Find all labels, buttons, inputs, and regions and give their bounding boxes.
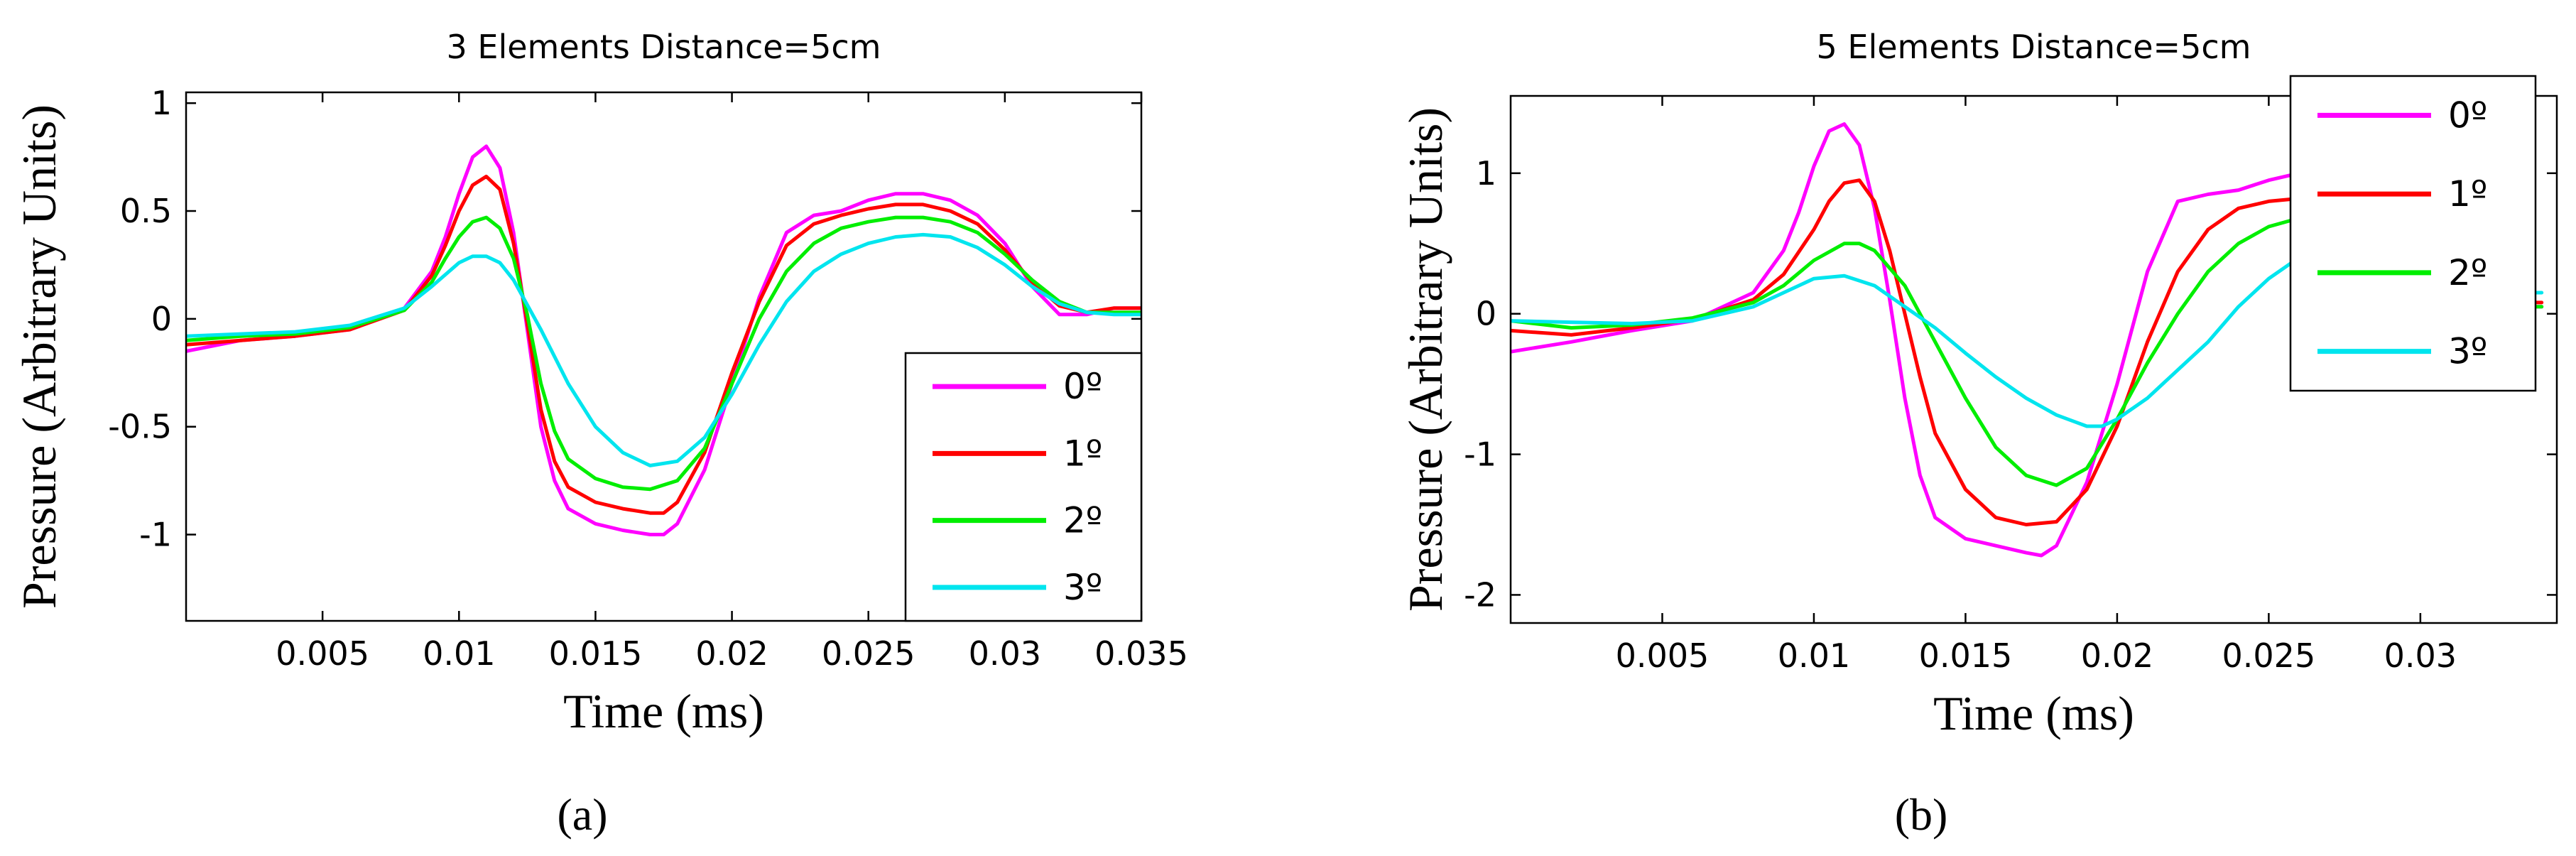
x-tick-label: 0.025 <box>2222 636 2316 675</box>
x-tick-label: 0.02 <box>2081 636 2153 675</box>
y-tick-label: -1 <box>139 516 172 554</box>
x-tick-label: 0.01 <box>1778 636 1850 675</box>
x-tick-label: 0.025 <box>822 634 915 673</box>
x-tick-label: 0.015 <box>549 634 643 673</box>
x-tick-label: 0.005 <box>1616 636 1710 675</box>
y-tick-label: -2 <box>1464 575 1496 614</box>
chart-panel-a: 0.005 0.01 0.015 0.02 0.025 0.03 0.035 1 0.5 0 -0.… <box>12 28 1188 840</box>
x-tick-label: 0.03 <box>2384 636 2457 675</box>
x-tick-label: 0.005 <box>276 634 369 673</box>
x-tick-label: 0.03 <box>969 634 1041 673</box>
chart-panel-b: 0.005 0.01 0.015 0.02 0.025 0.03 1 0 -1 -2 5 Eleme… <box>1398 28 2557 840</box>
legend-label-1: 1º <box>1063 433 1102 474</box>
x-axis-label: Time (ms) <box>1933 686 2134 740</box>
x-tick-label: 0.015 <box>1919 636 2013 675</box>
y-tick-label: 1 <box>1476 154 1496 193</box>
legend-label-2: 2º <box>1063 500 1102 541</box>
x-tick-label: 0.035 <box>1094 634 1188 673</box>
y-axis-label: Pressure (Arbitrary Units) <box>12 104 66 609</box>
y-tick-label: 0 <box>151 300 172 338</box>
legend-label-1: 1º <box>2448 173 2487 215</box>
x-axis-label: Time (ms) <box>563 684 764 738</box>
x-tick-label: 0.01 <box>423 634 495 673</box>
y-tick-label: 0 <box>1476 295 1496 333</box>
y-axis-label: Pressure (Arbitrary Units) <box>1398 107 1452 612</box>
legend-box <box>906 353 1141 621</box>
legend-box <box>2290 76 2536 391</box>
y-tick-label: -0.5 <box>108 408 172 446</box>
y-tick-label: 0.5 <box>120 192 172 230</box>
x-tick-label: 0.02 <box>695 634 768 673</box>
panel-label: (b) <box>1895 789 1948 840</box>
legend-label-3: 3º <box>1063 567 1102 608</box>
legend-label-0: 0º <box>1063 366 1102 407</box>
y-tick-label: 1 <box>151 84 172 122</box>
legend: 0º 1º 2º 3º <box>906 353 1141 621</box>
y-tick-label: -1 <box>1464 435 1496 474</box>
legend-label-0: 0º <box>2448 94 2487 136</box>
chart-title: 3 Elements Distance=5cm <box>447 28 881 66</box>
legend-label-2: 2º <box>2448 252 2487 293</box>
legend: 0º 1º 2º 3º <box>2290 76 2536 391</box>
chart-title: 5 Elements Distance=5cm <box>1817 28 2251 66</box>
legend-label-3: 3º <box>2448 331 2487 372</box>
panel-label: (a) <box>557 789 607 840</box>
